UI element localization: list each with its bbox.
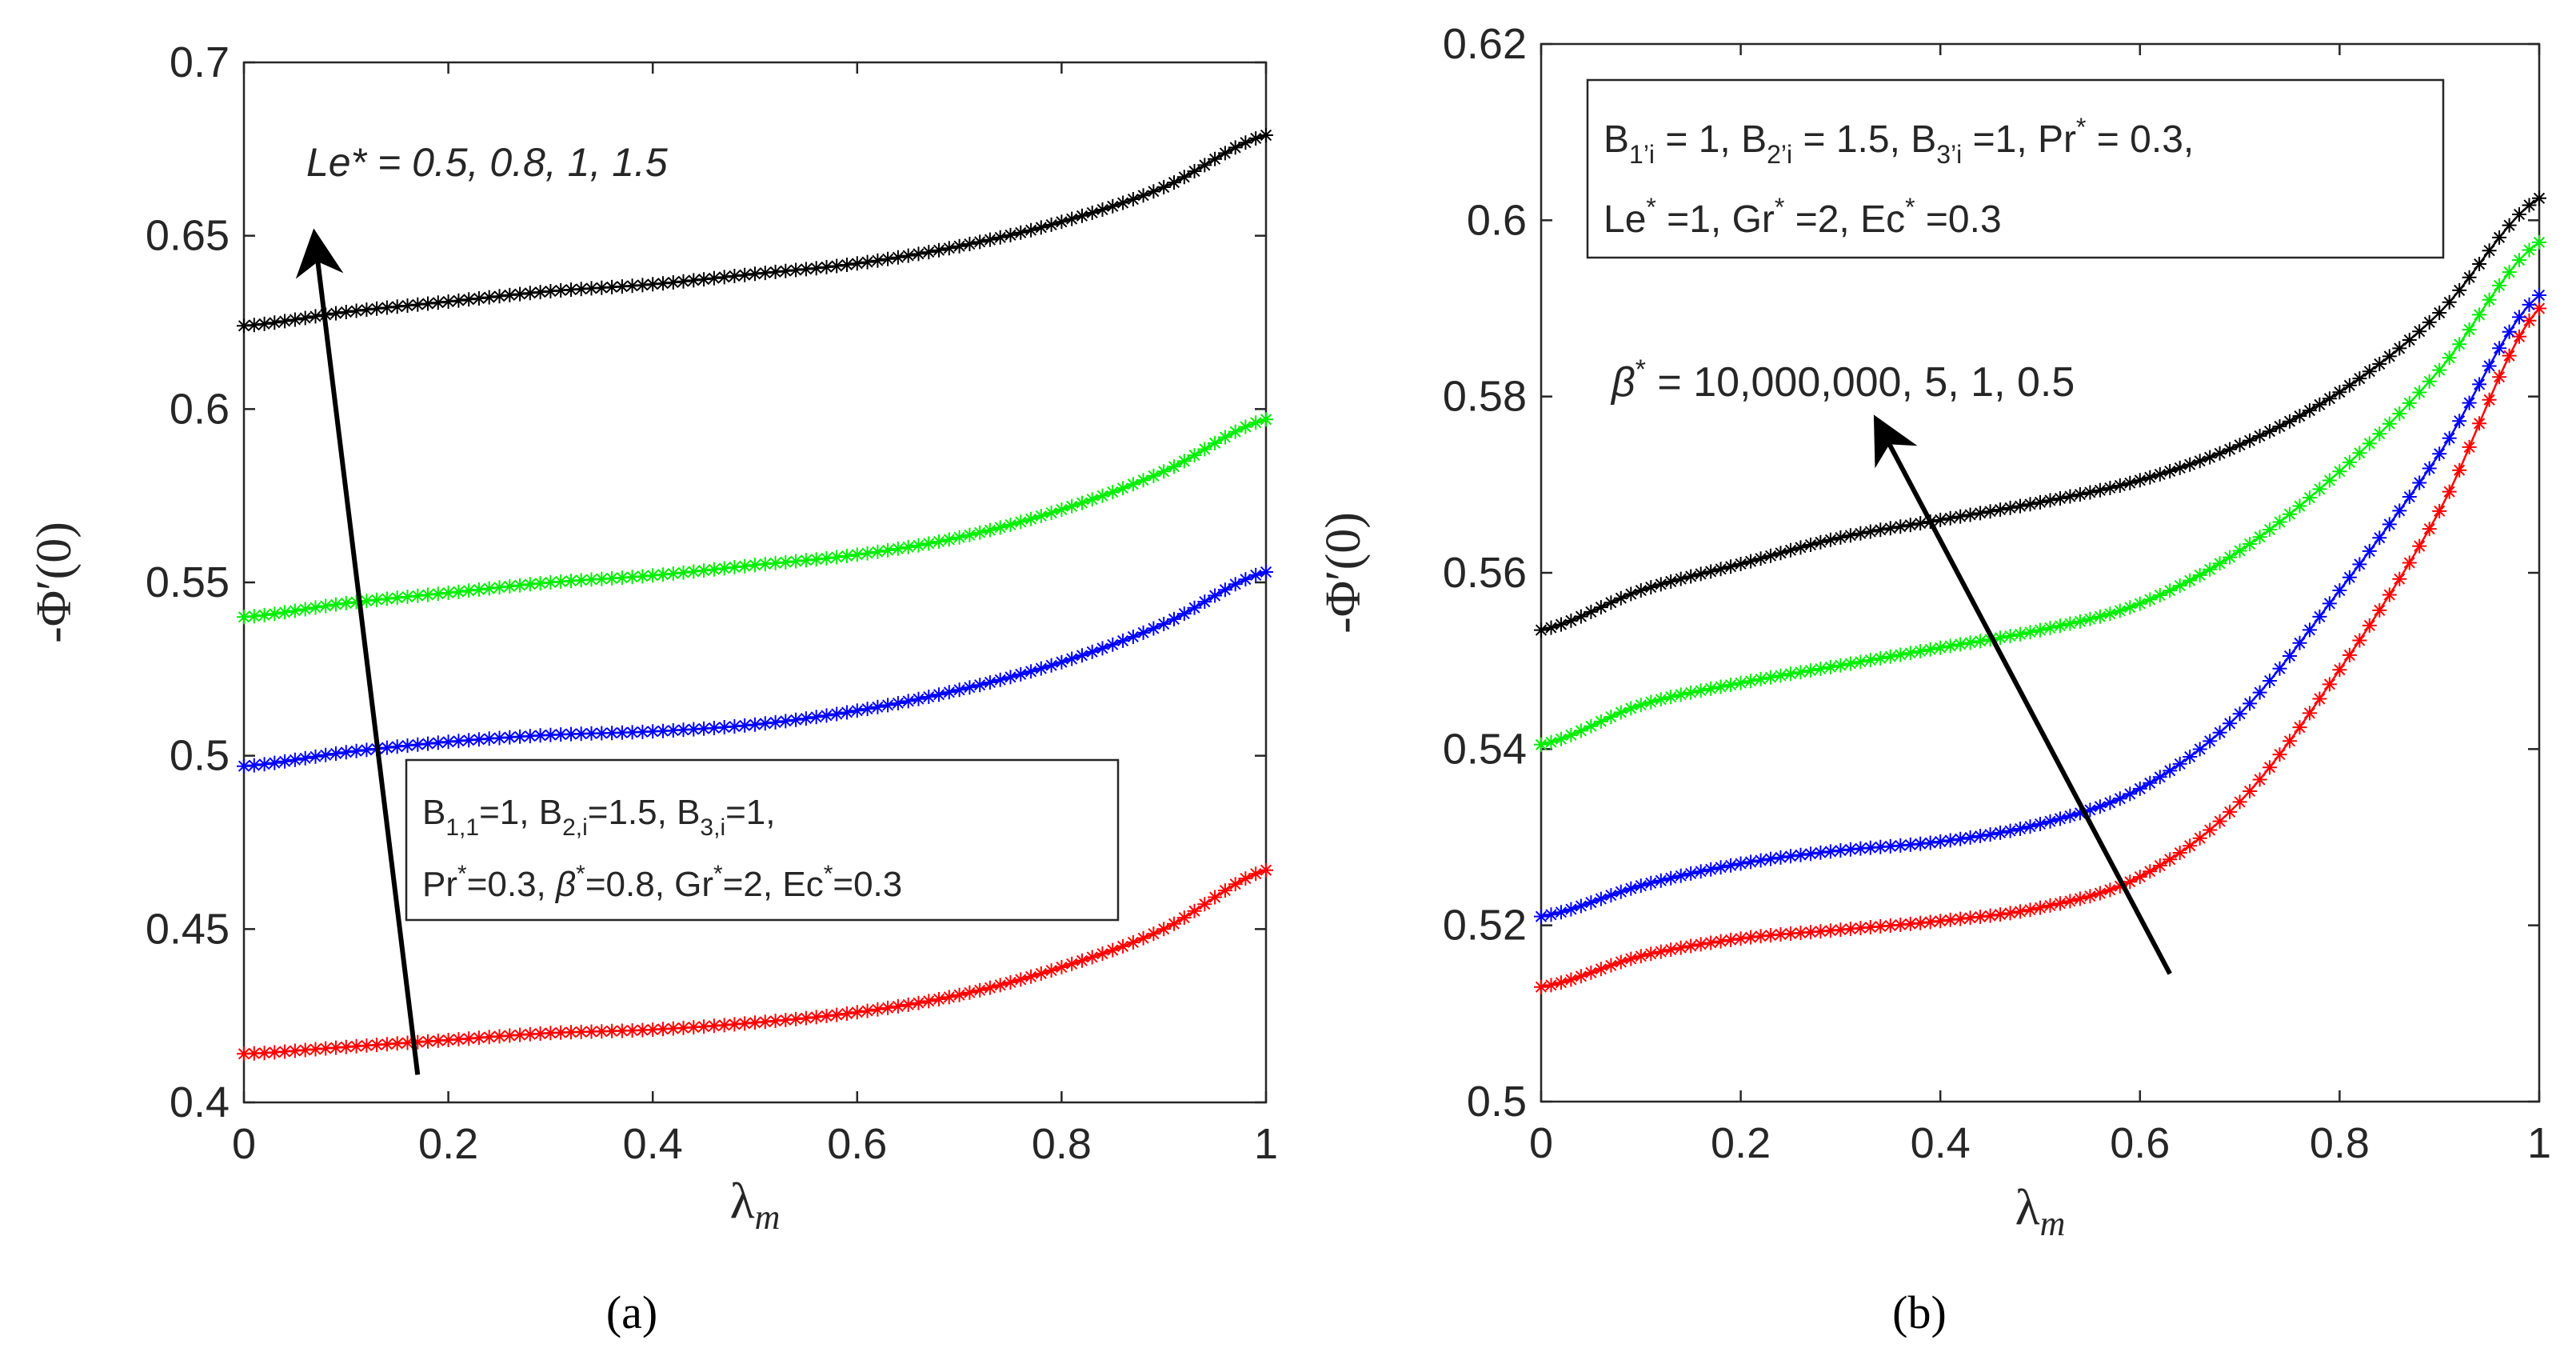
series-star-markers xyxy=(1534,190,2546,638)
panel-b-x-ticks: 0 0.2 0.4 0.6 0.8 1 xyxy=(1529,44,2551,1167)
panel-a-arrow-label-prefix: Le* = xyxy=(306,140,412,185)
panel-a-y-ticks: 0.4 0.45 0.5 0.55 0.6 0.65 0.7 xyxy=(146,38,1266,1126)
panel-b-y-tick-label: 0.58 xyxy=(1443,373,1527,421)
panel-a-y-tick-label: 0.65 xyxy=(146,212,230,260)
panel-a-y-axis-label: -Φ′(0) xyxy=(27,522,82,643)
panel-b-series-1 xyxy=(1534,301,2546,994)
panel-a-arrow-label: Le* = 0.5, 0.8, 1, 1.5 xyxy=(306,140,668,185)
panel-b-caption: (b) xyxy=(1892,1286,1947,1338)
panel-a-y-tick-label: 0.5 xyxy=(170,732,230,780)
panel-a-y-tick-label: 0.6 xyxy=(170,385,230,433)
series-star-markers xyxy=(1534,301,2546,994)
series-star-markers xyxy=(237,412,1273,625)
panel-a-y-tick-label: 0.4 xyxy=(170,1078,230,1126)
panel-a-y-tick-label: 0.45 xyxy=(146,905,230,953)
panel-b-x-tick-label: 0 xyxy=(1529,1119,1553,1167)
series-star-markers xyxy=(237,128,1273,334)
panel-a-y-tick-label: 0.7 xyxy=(170,38,230,86)
panel-b-y-axis-label: -Φ′(0) xyxy=(1316,512,1371,634)
series-star-markers xyxy=(1534,234,2546,752)
panel-a-x-tick-label: 0.2 xyxy=(418,1120,478,1168)
panel-b-y-tick-label: 0.6 xyxy=(1467,196,1527,244)
panel-a-arrow-label-values: 0.5, 0.8, 1, 1.5 xyxy=(412,140,668,185)
panel-b-x-axis-label: λm xyxy=(2015,1178,2066,1243)
panel-a-x-ticks: 0 0.2 0.4 0.6 0.8 1 xyxy=(232,62,1278,1168)
panel-b-y-tick-label: 0.62 xyxy=(1443,20,1527,68)
panel-a-x-tick-label: 0.4 xyxy=(623,1120,683,1168)
panel-a-caption: (a) xyxy=(606,1286,657,1338)
panel-a: 0.40.450.50.550.60.650.7 0 0.2 0.4 0.6 0.8 1 … xyxy=(27,38,1278,1338)
panel-b: 0.5 0.52 0.54 0.56 0.58 0.6 0.62 0 0.2 0.4 0.6 0.8… xyxy=(1316,20,2551,1338)
panel-a-series xyxy=(237,128,1273,1062)
panel-b-x-tick-label: 0.8 xyxy=(2310,1119,2370,1167)
panel-b-x-tick-label: 0.4 xyxy=(1911,1119,1971,1167)
panel-b-series-4 xyxy=(1534,190,2546,638)
series-star-markers xyxy=(237,862,1273,1062)
panel-b-params-line1: B1’i = 1, B2’i = 1.5, B3’i =1, Pr* = 0.3… xyxy=(1604,113,2194,169)
panel-b-series xyxy=(1534,190,2546,994)
panel-a-x-tick-label: 0.6 xyxy=(827,1120,887,1168)
panel-a-params-line2: Pr*=0.3, β*=0.8, Gr*=2, Ec*=0.3 xyxy=(422,861,902,904)
panel-b-y-tick-label: 0.56 xyxy=(1443,549,1527,597)
panel-b-x-tick-label: 0.6 xyxy=(2110,1119,2170,1167)
series-star-markers xyxy=(237,565,1273,774)
panel-a-plot-area xyxy=(242,61,1268,1104)
panel-a-trend-arrow xyxy=(295,228,421,1075)
panel-a-series-2 xyxy=(237,565,1273,774)
panel-b-x-tick-label: 1 xyxy=(2527,1119,2551,1167)
panel-b-series-2 xyxy=(1534,288,2546,924)
panel-b-y-tick-label: 0.54 xyxy=(1443,725,1527,773)
panel-b-series-3 xyxy=(1534,234,2546,752)
panel-b-trend-arrow xyxy=(1873,414,2172,975)
panel-b-y-tick-label: 0.5 xyxy=(1467,1078,1527,1126)
series-star-markers xyxy=(1534,288,2546,924)
panel-a-series-4 xyxy=(237,128,1273,334)
panel-a-x-tick-label: 0 xyxy=(232,1120,256,1168)
panel-a-x-axis-label: λm xyxy=(730,1172,781,1237)
panel-a-x-tick-label: 1 xyxy=(1254,1120,1278,1168)
panel-b-x-tick-label: 0.2 xyxy=(1711,1119,1771,1167)
panel-a-x-tick-label: 0.8 xyxy=(1032,1120,1092,1168)
panel-a-y-tick-label: 0.55 xyxy=(146,558,230,606)
panel-b-y-ticks: 0.5 0.52 0.54 0.56 0.58 0.6 0.62 xyxy=(1443,20,2539,1126)
panel-a-series-3 xyxy=(237,412,1273,625)
panel-b-arrow-label: β* = 10,000,000, 5, 1, 0.5 xyxy=(1610,354,2075,406)
panel-a-params-box: B1,1=1, B2,i=1.5, B3,i=1, Pr*=0.3, β*=0.… xyxy=(405,758,1120,922)
panel-b-params-line2: Le* =1, Gr* =2, Ec* =0.3 xyxy=(1604,193,2002,241)
panel-a-params-line1: B1,1=1, B2,i=1.5, B3,i=1, xyxy=(422,793,776,841)
panel-b-y-tick-label: 0.52 xyxy=(1443,902,1527,950)
panel-b-params-box: B1’i = 1, B2’i = 1.5, B3’i =1, Pr* = 0.3… xyxy=(1586,78,2445,259)
